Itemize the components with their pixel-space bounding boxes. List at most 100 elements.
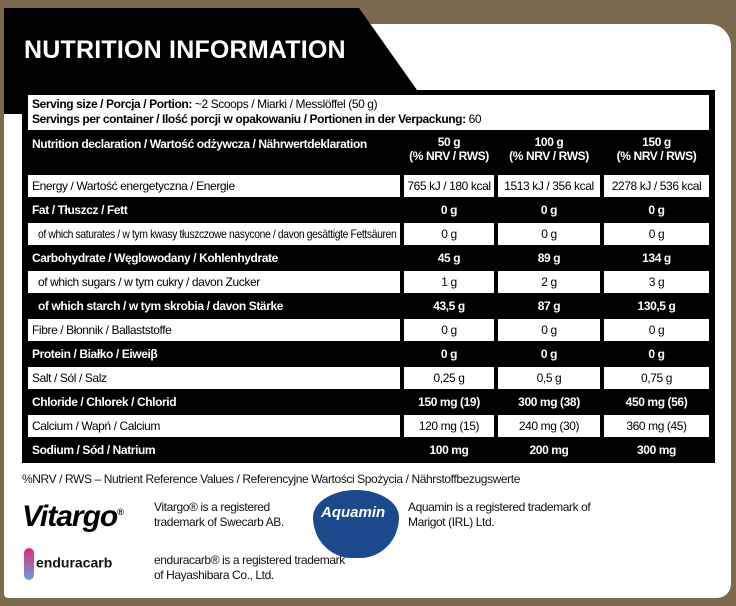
row-label-text: Energy / Wartość energetyczna / Energie [32, 179, 235, 193]
row-value-text: 765 kJ / 180 kcal [407, 179, 491, 193]
row-label-text: Sodium / Sód / Natrium [32, 443, 156, 457]
row-value-text: 2278 kJ / 536 kcal [611, 179, 702, 193]
row-value-text: 200 mg [529, 443, 569, 457]
row-value-text: 240 mg (30) [518, 419, 580, 433]
aquamin-text-line: Marigot (IRL) Ltd. [408, 515, 495, 529]
table-row: of which saturates / w tym kwasy tłuszcz… [28, 223, 709, 245]
table-row: of which starch / w tym skrobia / davon … [28, 295, 709, 317]
row-value: 45 g [404, 247, 494, 269]
aquamin-text-line: Aquamin is a registered trademark of [408, 500, 591, 514]
row-value: 120 mg (15) [404, 415, 494, 437]
row-value: 0,25 g [404, 367, 494, 389]
row-value: 134 g [604, 247, 709, 269]
table-header: Nutrition declaration / Wartość odżywcza… [28, 132, 709, 172]
row-value: 1513 kJ / 356 kcal [498, 175, 600, 197]
serving-info: Serving size / Porcja / Portion: ~2 Scoo… [28, 95, 709, 130]
row-value: 0 g [404, 343, 494, 365]
row-value-text: 0,5 g [536, 371, 562, 385]
row-value: 0 g [604, 199, 709, 221]
row-label-text: Salt / Sól / Salz [32, 371, 107, 385]
header-col-100g: 100 g (% NRV / RWS) [498, 135, 600, 163]
serving-size-label: Serving size / Porcja / Portion: [32, 97, 192, 111]
table-row: Calcium / Wapń / Calcium 120 mg (15) 240 m… [28, 415, 709, 437]
row-value: 2 g [498, 271, 600, 293]
row-label: Fat / Tłuszcz / Fett [28, 199, 400, 221]
row-value-text: 0 g [540, 347, 558, 361]
row-value-text: 3 g [648, 275, 665, 289]
row-value: 450 mg (56) [604, 391, 709, 413]
enduracarb-text-line: enduracarb® is a registered trademark [154, 553, 345, 567]
row-value-text: 89 g [537, 251, 561, 265]
row-value: 0,75 g [604, 367, 709, 389]
row-value-text: 0 g [648, 347, 665, 361]
row-value-text: 150 mg (19) [418, 395, 480, 409]
serving-size-value: ~2 Scoops / Miarki / Messlöffel (50 g) [191, 97, 378, 111]
footnote: %NRV / RWS – Nutrient Reference Values /… [22, 472, 520, 486]
row-label-text: of which saturates / w tym kwasy tłuszcz… [38, 227, 397, 241]
page-title: NUTRITION INFORMATION [24, 36, 346, 64]
servings-per-container-value: 60 [465, 112, 482, 126]
nutrition-table: Serving size / Porcja / Portion: ~2 Scoo… [22, 90, 715, 463]
row-value: 150 mg (19) [404, 391, 494, 413]
row-value-text: 0 g [648, 227, 665, 241]
row-value-text: 0 g [541, 323, 557, 337]
row-label: Carbohydrate / Węglowodany / Kohlenhydra… [28, 247, 400, 269]
row-value: 1 g [404, 271, 494, 293]
vitargo-logo-text: Vitargo [22, 500, 118, 533]
row-label-text: of which starch / w tym skrobia / davon … [38, 299, 284, 313]
col-amount: 50 g [437, 135, 461, 149]
row-value: 0,5 g [498, 367, 600, 389]
row-value: 240 mg (30) [498, 415, 600, 437]
row-label: Protein / Białko / Eiweiβ [28, 343, 400, 365]
row-label: Salt / Sól / Salz [28, 367, 400, 389]
row-value-text: 43,5 g [433, 299, 465, 313]
row-label: of which starch / w tym skrobia / davon … [28, 295, 400, 317]
row-value: 89 g [498, 247, 600, 269]
header-col-150g: 150 g (% NRV / RWS) [604, 135, 709, 163]
aquamin-trademark: Aquamin is a registered trademark of Mari… [408, 500, 591, 530]
row-value: 300 mg [604, 439, 709, 461]
row-value-text: 45 g [437, 251, 461, 265]
row-value: 0 g [498, 223, 600, 245]
row-value-text: 300 mg (38) [518, 395, 580, 409]
row-value: 0 g [404, 319, 494, 341]
row-value-text: 0 g [541, 227, 557, 241]
col-amount: 100 g [534, 135, 564, 149]
row-label-text: of which sugars / w tym cukry / davon Zu… [38, 275, 260, 289]
vitargo-logo: Vitargo® [22, 500, 124, 533]
row-value: 100 mg [404, 439, 494, 461]
row-value: 360 mg (45) [604, 415, 709, 437]
row-value: 2278 kJ / 536 kcal [604, 175, 709, 197]
row-value-text: 0 g [648, 203, 665, 217]
row-value: 87 g [498, 295, 600, 317]
servings-per-container-label: Servings per container / Ilość porcji w … [32, 112, 466, 126]
header-col-50g: 50 g (% NRV / RWS) [404, 135, 494, 163]
row-value-text: 300 mg [637, 443, 676, 457]
enduracarb-trademark: enduracarb® is a registered trademark of … [154, 553, 345, 583]
row-label-text: Chloride / Chlorek / Chlorid [32, 395, 177, 409]
row-value-text: 0 g [440, 203, 458, 217]
col-sub: (% NRV / RWS) [616, 149, 697, 163]
row-value-text: 130,5 g [637, 299, 676, 313]
row-value: 0 g [404, 223, 494, 245]
table-row: Salt / Sól / Salz 0,25 g 0,5 g 0,75 g [28, 367, 709, 389]
col-sub: (% NRV / RWS) [509, 149, 589, 163]
table-row: Energy / Wartość energetyczna / Energie 7… [28, 175, 709, 197]
row-label: Chloride / Chlorek / Chlorid [28, 391, 400, 413]
row-label: of which saturates / w tym kwasy tłuszcz… [28, 223, 400, 245]
table-row: Fibre / Błonnik / Ballaststoffe 0 g 0 g 0 g [28, 319, 709, 341]
row-value: 0 g [498, 199, 600, 221]
table-row: Chloride / Chlorek / Chlorid 150 mg (19) 3… [28, 391, 709, 413]
row-value-text: 0 g [440, 347, 458, 361]
table-row: Fat / Tłuszcz / Fett 0 g 0 g 0 g [28, 199, 709, 221]
row-value-text: 360 mg (45) [626, 419, 687, 433]
row-value-text: 120 mg (15) [418, 419, 480, 433]
row-value-text: 87 g [537, 299, 561, 313]
row-value: 0 g [498, 343, 600, 365]
row-value-text: 0,25 g [433, 371, 465, 385]
row-value-text: 0 g [540, 203, 558, 217]
row-value: 0 g [604, 223, 709, 245]
row-value-text: 1513 kJ / 356 kcal [504, 179, 594, 193]
enduracarb-text-line: of Hayashibara Co., Ltd. [154, 568, 274, 582]
table-row: of which sugars / w tym cukry / davon Zu… [28, 271, 709, 293]
